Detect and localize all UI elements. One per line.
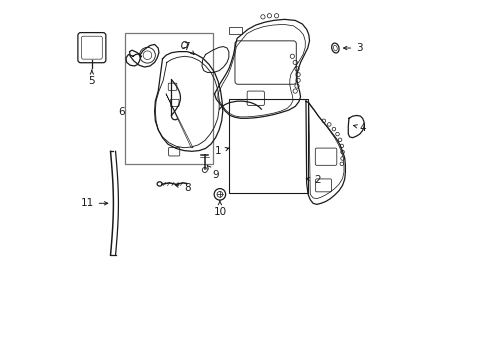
Bar [229, 99, 309, 193]
Text: 11: 11 [80, 198, 108, 208]
Bar [125, 33, 213, 164]
Text: 10: 10 [213, 201, 226, 217]
Text: 6: 6 [118, 107, 124, 117]
Text: 9: 9 [207, 166, 219, 180]
Text: 3: 3 [343, 43, 363, 53]
Bar [229, 27, 243, 34]
Text: 7: 7 [184, 42, 194, 54]
Text: 8: 8 [175, 183, 191, 193]
Text: 2: 2 [306, 175, 320, 185]
Text: 5: 5 [89, 70, 95, 86]
Text: 4: 4 [354, 123, 367, 133]
Text: 1: 1 [215, 146, 229, 156]
